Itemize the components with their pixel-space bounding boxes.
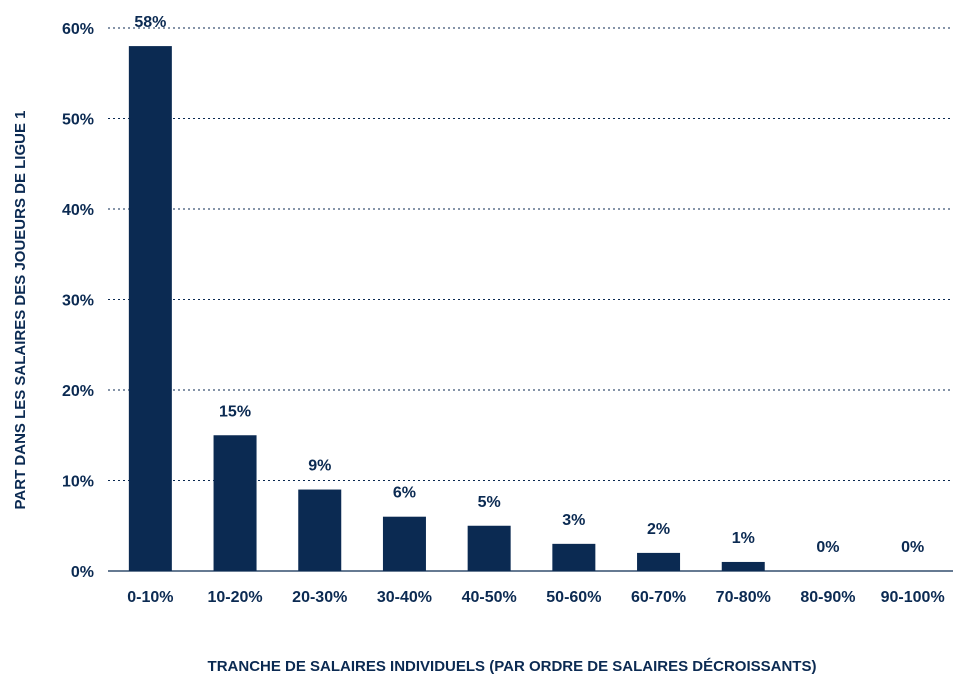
bar [382, 516, 426, 571]
data-label: 6% [393, 485, 416, 502]
y-tick-label: 0% [71, 564, 94, 581]
data-label: 58% [134, 14, 166, 31]
bar [128, 46, 172, 572]
data-label: 0% [816, 539, 839, 556]
x-tick-label: 80-90% [800, 589, 855, 606]
data-label: 9% [308, 458, 331, 475]
bar [213, 435, 257, 571]
data-label: 15% [219, 403, 251, 420]
x-tick-label: 50-60% [546, 589, 601, 606]
x-tick-label: 20-30% [292, 589, 347, 606]
data-labels: 58% 15% 9% 6% 5% 3% 2% 1% 0% 0% [134, 14, 924, 556]
data-label: 0% [901, 539, 924, 556]
bars [128, 46, 765, 572]
y-tick-label: 60% [62, 21, 94, 38]
bar [467, 525, 511, 571]
data-label: 2% [647, 521, 670, 538]
x-axis-label: TRANCHE DE SALAIRES INDIVIDUELS (PAR ORD… [208, 658, 817, 675]
data-label: 5% [478, 494, 501, 511]
x-tick-label: 60-70% [631, 589, 686, 606]
bar [637, 552, 681, 571]
data-label: 1% [732, 530, 755, 547]
y-axis-label: PART DANS LES SALAIRES DES JOUEURS DE LI… [12, 111, 29, 510]
y-tick-label: 50% [62, 112, 94, 129]
x-tick-label: 30-40% [377, 589, 432, 606]
x-tick-label: 10-20% [207, 589, 262, 606]
x-tick-label: 70-80% [716, 589, 771, 606]
bar [298, 489, 342, 571]
y-tick-label: 30% [62, 293, 94, 310]
x-tick-label: 90-100% [881, 589, 945, 606]
bar [552, 543, 596, 571]
y-tick-label: 20% [62, 383, 94, 400]
y-tick-label: 10% [62, 474, 94, 491]
x-tick-label: 40-50% [462, 589, 517, 606]
bar [721, 561, 765, 571]
x-tick-label: 0-10% [127, 589, 173, 606]
y-tick-label: 40% [62, 202, 94, 219]
x-axis-ticks: 0-10% 10-20% 20-30% 30-40% 40-50% 50-60% 60-70… [127, 589, 944, 606]
data-label: 3% [562, 512, 585, 529]
y-axis-ticks: 0% 10% 20% 30% 40% 50% 60% [62, 21, 94, 581]
